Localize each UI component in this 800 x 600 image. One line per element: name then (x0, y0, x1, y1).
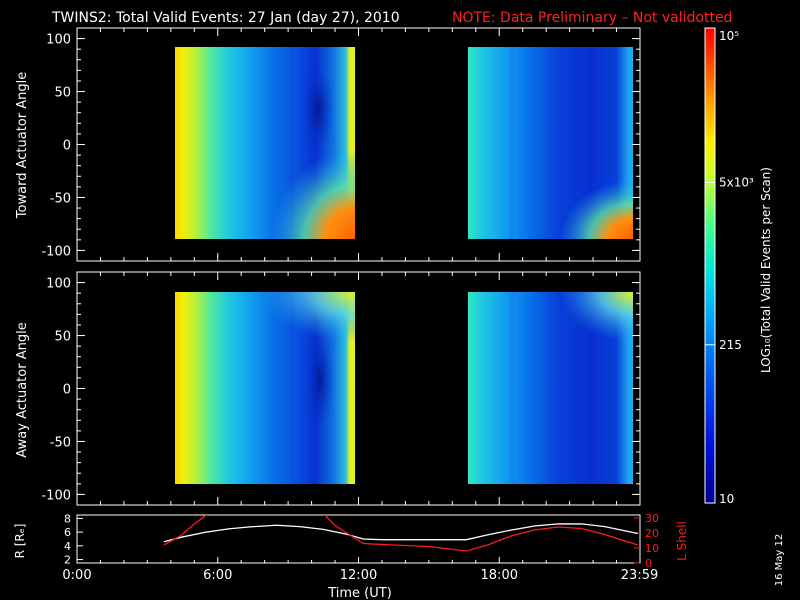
chart-title: TWINS2: Total Valid Events: 27 Jan (day … (51, 10, 400, 26)
middle-heatmap-block-2 (468, 292, 633, 484)
top-heatmap-block-2 (468, 47, 633, 239)
ytick-label: 100 (46, 277, 71, 292)
ytick-label: 50 (54, 86, 71, 101)
ytick-label: 100 (46, 33, 71, 48)
orbit-panel-frame (76, 514, 641, 564)
right-ytick-label: 20 (645, 527, 659, 540)
right-ytick-label: 10 (645, 542, 659, 555)
ytick-label: -50 (50, 191, 71, 206)
orbit-xtick-label: 12:00 (340, 568, 377, 583)
colorbar-tick-label: 215 (719, 338, 742, 352)
middle-heatmap-block-1 (175, 292, 355, 484)
ytick-label: 50 (54, 330, 71, 345)
orbit-left-ylabel: R [Rₑ] (13, 524, 27, 559)
preliminary-note: NOTE: Data Preliminary – Not validotted (452, 10, 732, 26)
top-panel-axes: 100 50 0 -50 -100 (41, 28, 641, 261)
colorbar (704, 27, 716, 504)
top-panel-ylabel: Toward Actuator Angle (15, 72, 30, 219)
colorbar-label: LOG₁₀(Total Valid Events per Scan) (759, 167, 773, 373)
orbit-xtick-label: 6:00 (203, 568, 232, 583)
left-ytick-label: 8 (64, 512, 71, 525)
colorbar-tick-label: 10 (719, 492, 734, 506)
colorbar-tick-label: 5x10³ (719, 175, 754, 189)
orbit-right-ylabel: L Shell (675, 521, 689, 561)
colorbar-tick-label: 10⁵ (719, 29, 739, 43)
ytick-label: -100 (41, 488, 71, 503)
middle-panel-axes: 100 50 0 -50 -100 (41, 272, 641, 505)
top-heatmap-block-1 (175, 47, 355, 239)
ytick-label: -100 (41, 244, 71, 259)
colorbar-ticks: 10⁵ 5x10³ 215 10 (705, 27, 754, 506)
middle-panel-ylabel: Away Actuator Angle (15, 322, 30, 457)
orbit-xtick-label: 18:00 (481, 568, 518, 583)
left-ytick-label: 6 (64, 526, 71, 539)
right-ytick-label: 0 (645, 557, 652, 570)
orbit-xtick-label: 23:59 (621, 568, 658, 583)
orbit-xtick-label: 0:00 (62, 568, 91, 583)
left-ytick-label: 4 (64, 540, 71, 553)
ytick-label: 0 (63, 383, 71, 398)
right-ytick-label: 30 (645, 512, 659, 525)
orbit-lines (163, 515, 638, 552)
ytick-label: -50 (50, 435, 71, 450)
orbit-xlabel: Time (UT) (327, 586, 392, 600)
series-lshell-line (163, 515, 638, 552)
series-r-line (163, 523, 638, 543)
left-ytick-label: 2 (64, 554, 71, 567)
date-stamp: 16 May 12 (774, 534, 785, 586)
ytick-label: 0 (63, 139, 71, 154)
